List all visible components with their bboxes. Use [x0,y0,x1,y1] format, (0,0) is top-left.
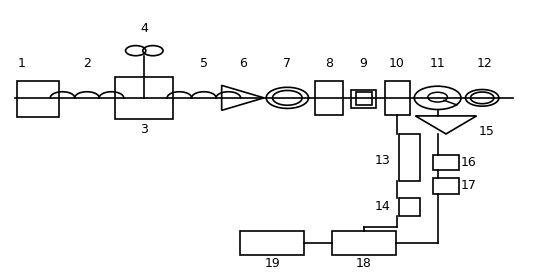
Bar [115,77,173,119]
Text: 11: 11 [430,57,445,70]
Bar [432,155,459,170]
Bar [352,90,377,108]
Bar [356,92,372,105]
Text: 17: 17 [460,179,477,192]
Text: 3: 3 [141,123,148,136]
Text: 2: 2 [83,57,91,70]
Text: 4: 4 [141,22,148,35]
Bar [385,81,410,114]
Text: 12: 12 [477,57,493,70]
Text: 16: 16 [460,156,476,169]
Bar [398,134,420,181]
Text: 15: 15 [478,125,494,138]
Bar [398,198,420,216]
Text: 6: 6 [239,57,247,70]
Text: 19: 19 [264,256,280,270]
Text: 13: 13 [374,154,391,167]
Text: 18: 18 [355,256,372,270]
Text: 7: 7 [283,57,291,70]
Text: 9: 9 [360,57,368,70]
Bar [240,231,304,255]
Text: 5: 5 [200,57,208,70]
Bar [432,178,459,194]
Text: 8: 8 [325,57,333,70]
Text: 14: 14 [374,200,391,213]
Text: 1: 1 [17,57,25,70]
Text: 10: 10 [389,57,405,70]
Bar [17,81,59,117]
Bar [332,231,396,255]
Bar [315,81,343,114]
